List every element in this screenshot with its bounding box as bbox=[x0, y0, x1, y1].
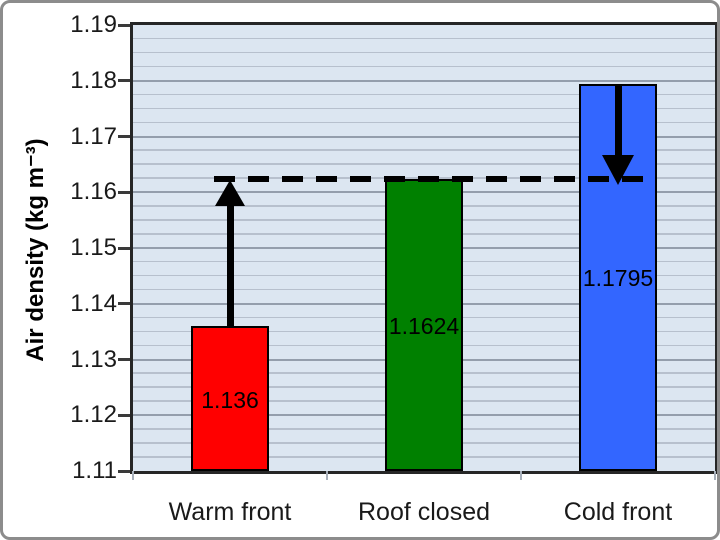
bar-roof-closed bbox=[385, 178, 463, 471]
x-tick-mark bbox=[326, 471, 328, 480]
y-tick-label: 1.16 bbox=[70, 178, 117, 206]
x-tick-mark bbox=[132, 471, 134, 480]
bar-warm-front bbox=[191, 326, 269, 471]
y-tick-label: 1.14 bbox=[70, 289, 117, 317]
y-tick-mark bbox=[118, 23, 130, 27]
y-tick-label: 1.17 bbox=[70, 122, 117, 150]
y-tick-label: 1.18 bbox=[70, 66, 117, 94]
minor-gridline bbox=[133, 163, 715, 165]
minor-gridline bbox=[133, 93, 715, 96]
reference-dashed-line bbox=[214, 175, 652, 182]
x-category-label: Roof closed bbox=[357, 498, 491, 526]
bar-value-label: 1.1795 bbox=[582, 265, 654, 292]
y-tick-label: 1.11 bbox=[72, 457, 117, 484]
y-tick-mark bbox=[118, 302, 130, 306]
bar-value-label: 1.136 bbox=[201, 386, 259, 413]
down-arrow-shaft bbox=[614, 83, 622, 157]
y-tick-mark bbox=[118, 358, 130, 361]
y-tick-mark bbox=[118, 469, 130, 473]
minor-gridline bbox=[133, 121, 715, 124]
y-tick-label: 1.12 bbox=[70, 401, 117, 429]
up-arrow-shaft bbox=[226, 203, 234, 327]
y-tick-label: 1.19 bbox=[70, 11, 117, 38]
minor-gridline bbox=[133, 65, 715, 68]
y-tick-label: 1.15 bbox=[70, 234, 117, 261]
y-tick-mark bbox=[118, 79, 130, 83]
y-tick-mark bbox=[118, 135, 130, 138]
up-arrow-icon bbox=[215, 179, 245, 206]
x-category-label: Warm front bbox=[168, 498, 292, 526]
y-tick-mark bbox=[118, 246, 130, 250]
x-category-label: Cold front bbox=[563, 498, 673, 526]
minor-gridline bbox=[133, 37, 715, 40]
bar-value-label: 1.1624 bbox=[388, 312, 460, 339]
y-tick-mark bbox=[118, 413, 130, 417]
major-gridline bbox=[133, 135, 715, 138]
y-tick-mark bbox=[118, 190, 130, 194]
minor-gridline bbox=[133, 149, 715, 151]
plot-area: 1.11 1.12 1.13 1.14 1.15 1.16 1.17 1.18 1.19 Warm… bbox=[70, 12, 717, 526]
x-tick-mark bbox=[520, 471, 522, 480]
y-tick-label: 1.13 bbox=[70, 345, 117, 373]
x-tick-mark bbox=[714, 471, 716, 480]
down-arrow-icon bbox=[602, 154, 634, 185]
minor-gridline bbox=[133, 107, 715, 110]
minor-gridline bbox=[133, 51, 715, 54]
major-gridline bbox=[133, 79, 715, 82]
